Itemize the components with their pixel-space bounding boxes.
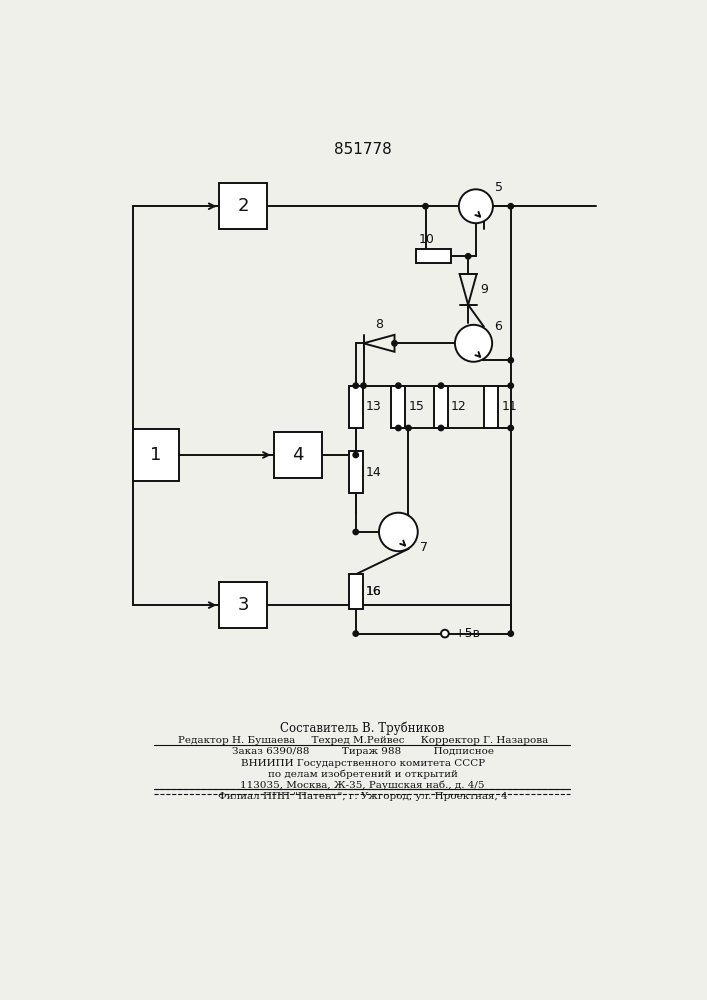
- Circle shape: [406, 425, 411, 431]
- Text: 851778: 851778: [334, 142, 392, 157]
- Text: 2: 2: [238, 197, 249, 215]
- Text: 11: 11: [501, 400, 518, 413]
- Text: Филиал ППП "Патент", г. Ужгород, ул. Проектная, 4: Филиал ППП "Патент", г. Ужгород, ул. Про…: [218, 792, 508, 801]
- Circle shape: [353, 383, 358, 388]
- Bar: [274, 432, 322, 478]
- Bar: [349, 451, 363, 493]
- Text: 3: 3: [238, 596, 249, 614]
- Bar: [219, 183, 267, 229]
- Circle shape: [392, 341, 397, 346]
- Text: 12: 12: [451, 400, 467, 413]
- Text: Заказ 6390/88          Тираж 988          Подписное: Заказ 6390/88 Тираж 988 Подписное: [232, 747, 493, 756]
- Text: 4: 4: [292, 446, 303, 464]
- Circle shape: [508, 204, 513, 209]
- Circle shape: [438, 425, 444, 431]
- Bar: [349, 574, 363, 609]
- Text: 9: 9: [481, 283, 489, 296]
- Circle shape: [396, 383, 401, 388]
- Circle shape: [438, 383, 444, 388]
- Text: 1: 1: [150, 446, 161, 464]
- Circle shape: [379, 513, 418, 551]
- Bar: [416, 249, 450, 263]
- Text: 16: 16: [366, 585, 382, 598]
- Text: 15: 15: [409, 400, 424, 413]
- Circle shape: [396, 425, 401, 431]
- Bar: [484, 386, 498, 428]
- Bar: [434, 386, 448, 428]
- Circle shape: [361, 383, 366, 388]
- Bar: [219, 582, 267, 628]
- Text: 13: 13: [366, 400, 382, 413]
- Circle shape: [353, 631, 358, 636]
- Text: +5в: +5в: [454, 627, 480, 640]
- Text: Составитель В. Трубников: Составитель В. Трубников: [281, 722, 445, 735]
- Bar: [392, 386, 405, 428]
- Text: 7: 7: [420, 541, 428, 554]
- Circle shape: [508, 383, 513, 388]
- Bar: [349, 386, 363, 428]
- Circle shape: [423, 204, 428, 209]
- Circle shape: [508, 425, 513, 431]
- Text: 113035, Москва, Ж-35, Раушская наб., д. 4/5: 113035, Москва, Ж-35, Раушская наб., д. …: [240, 781, 485, 790]
- Circle shape: [508, 631, 513, 636]
- Circle shape: [353, 529, 358, 535]
- Circle shape: [455, 325, 492, 362]
- Bar: [132, 429, 179, 481]
- Text: 16: 16: [366, 585, 382, 598]
- Text: по делам изобретений и открытий: по делам изобретений и открытий: [268, 770, 457, 779]
- Text: ВНИИПИ Государственного комитета СССР: ВНИИПИ Государственного комитета СССР: [240, 759, 485, 768]
- Text: Редактор Н. Бушаева     Техред М.Рейвес     Корректор Г. Назарова: Редактор Н. Бушаева Техред М.Рейвес Корр…: [177, 736, 548, 745]
- Text: 14: 14: [366, 466, 382, 479]
- Text: 5: 5: [495, 181, 503, 194]
- Text: 10: 10: [419, 233, 435, 246]
- Circle shape: [441, 630, 449, 637]
- Text: 6: 6: [494, 320, 503, 333]
- Circle shape: [508, 358, 513, 363]
- Circle shape: [459, 189, 493, 223]
- Circle shape: [353, 452, 358, 458]
- Text: 8: 8: [375, 318, 383, 331]
- Circle shape: [465, 254, 471, 259]
